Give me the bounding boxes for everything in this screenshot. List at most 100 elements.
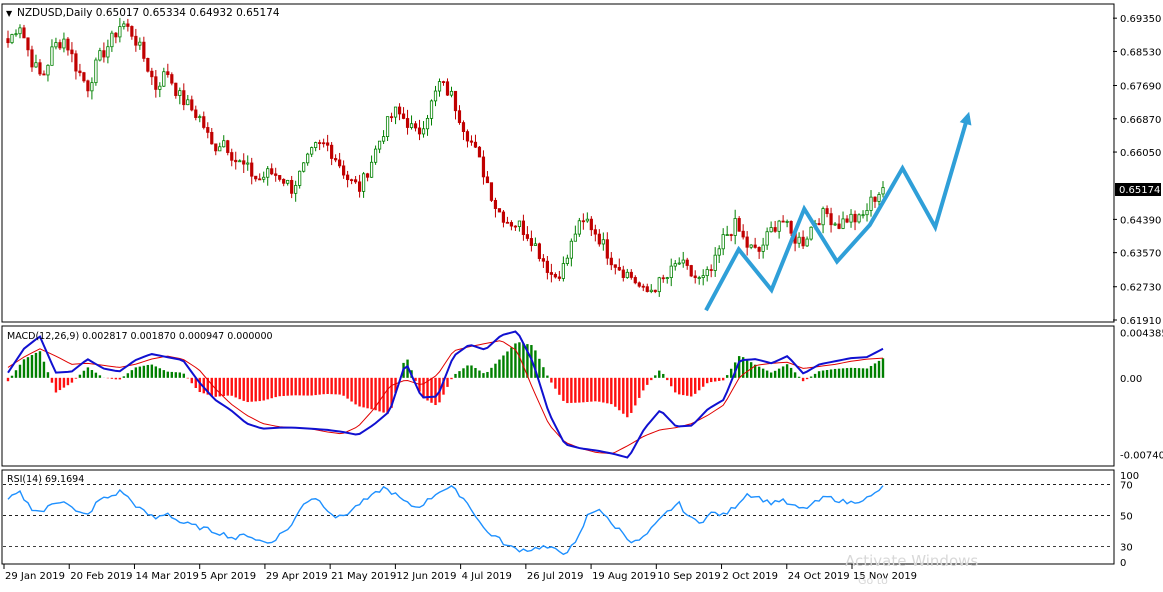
- macd-histogram-bar: [522, 343, 524, 378]
- price-candle: [686, 260, 688, 265]
- price-candle: [542, 259, 544, 262]
- macd-histogram-bar: [163, 370, 165, 378]
- macd-histogram-bar: [171, 372, 173, 378]
- price-candle: [334, 158, 336, 159]
- macd-panel[interactable]: [2, 326, 1114, 466]
- macd-histogram-bar: [446, 378, 448, 387]
- price-candle: [446, 82, 448, 95]
- price-candle: [882, 188, 884, 194]
- price-candle: [103, 51, 105, 57]
- price-candle: [470, 141, 472, 142]
- price-candle: [878, 195, 880, 202]
- price-candle: [23, 28, 25, 38]
- price-candle: [19, 28, 21, 34]
- price-candle: [135, 36, 137, 45]
- macd-histogram-bar: [239, 378, 241, 399]
- macd-histogram-bar: [267, 378, 269, 400]
- macd-histogram-bar: [23, 359, 25, 378]
- price-candle: [402, 114, 404, 119]
- price-candle: [274, 174, 276, 176]
- x-tick-label: 2 Oct 2019: [723, 571, 778, 582]
- price-candle: [159, 86, 161, 89]
- macd-histogram-bar: [582, 378, 584, 402]
- macd-histogram-bar: [514, 343, 516, 377]
- price-candle: [494, 200, 496, 208]
- price-candle: [370, 162, 372, 177]
- price-candle: [570, 241, 572, 258]
- price-candle: [326, 143, 328, 145]
- macd-histogram-bar: [562, 378, 564, 401]
- price-candle: [259, 179, 261, 180]
- rsi-tick-label: 100: [1120, 471, 1139, 482]
- price-candle: [642, 286, 644, 287]
- macd-histogram-bar: [538, 359, 540, 378]
- price-candle: [638, 283, 640, 286]
- price-candle: [143, 42, 145, 58]
- macd-histogram-bar: [151, 365, 153, 378]
- macd-histogram-bar: [354, 378, 356, 405]
- macd-histogram-bar: [870, 366, 872, 378]
- price-candle: [350, 180, 352, 181]
- chart-menu-arrow-icon[interactable]: ▼: [6, 9, 13, 18]
- x-tick-label: 29 Jan 2019: [5, 571, 65, 582]
- price-candle: [434, 91, 436, 101]
- price-candle: [390, 117, 392, 118]
- price-candle: [247, 163, 249, 164]
- price-candle: [734, 218, 736, 235]
- macd-histogram-bar: [346, 378, 348, 399]
- price-candle: [322, 143, 324, 144]
- price-candle: [366, 174, 368, 177]
- price-tick-label: 0.66870: [1120, 115, 1161, 126]
- macd-histogram-bar: [378, 378, 380, 412]
- macd-histogram-bar: [75, 378, 77, 379]
- macd-histogram-bar: [650, 378, 652, 380]
- macd-histogram-bar: [211, 378, 213, 396]
- macd-histogram-bar: [131, 370, 133, 378]
- price-candle: [191, 100, 193, 110]
- price-candle: [694, 276, 696, 278]
- price-candle: [510, 222, 512, 226]
- macd-histogram-bar: [430, 378, 432, 403]
- macd-histogram-bar: [235, 378, 237, 398]
- macd-histogram-bar: [79, 375, 81, 378]
- price-candle: [838, 224, 840, 229]
- macd-histogram-bar: [143, 366, 145, 378]
- price-candle: [270, 169, 272, 174]
- price-candle: [187, 100, 189, 105]
- price-panel[interactable]: [2, 4, 1114, 322]
- macd-histogram-bar: [167, 372, 169, 378]
- price-tick-label: 0.62730: [1120, 283, 1161, 294]
- price-candle: [83, 73, 85, 81]
- price-candle: [574, 234, 576, 241]
- price-candle: [107, 47, 109, 57]
- macd-histogram-bar: [478, 371, 480, 378]
- rsi-tick-label: 30: [1120, 542, 1133, 553]
- price-candle: [654, 290, 656, 291]
- price-candle: [438, 82, 440, 91]
- price-candle: [558, 277, 560, 278]
- macd-title: MACD(12,26,9) 0.002817 0.001870 0.000947…: [7, 331, 273, 342]
- price-candle: [674, 264, 676, 266]
- price-candle: [658, 278, 660, 292]
- macd-histogram-bar: [247, 378, 249, 402]
- price-candle: [39, 63, 41, 74]
- price-candle: [646, 287, 648, 292]
- price-candle: [762, 245, 764, 251]
- macd-histogram-bar: [179, 372, 181, 377]
- macd-histogram-bar: [458, 371, 460, 378]
- price-candle: [155, 77, 157, 90]
- macd-histogram-bar: [306, 378, 308, 396]
- macd-histogram-bar: [51, 378, 53, 383]
- price-candle: [298, 171, 300, 185]
- price-candle: [742, 231, 744, 237]
- macd-histogram-bar: [498, 360, 500, 378]
- price-candle: [119, 27, 121, 37]
- macd-histogram-bar: [822, 371, 824, 378]
- price-candle: [722, 235, 724, 249]
- macd-histogram-bar: [470, 365, 472, 377]
- price-candle: [586, 219, 588, 221]
- macd-histogram-bar: [850, 368, 852, 378]
